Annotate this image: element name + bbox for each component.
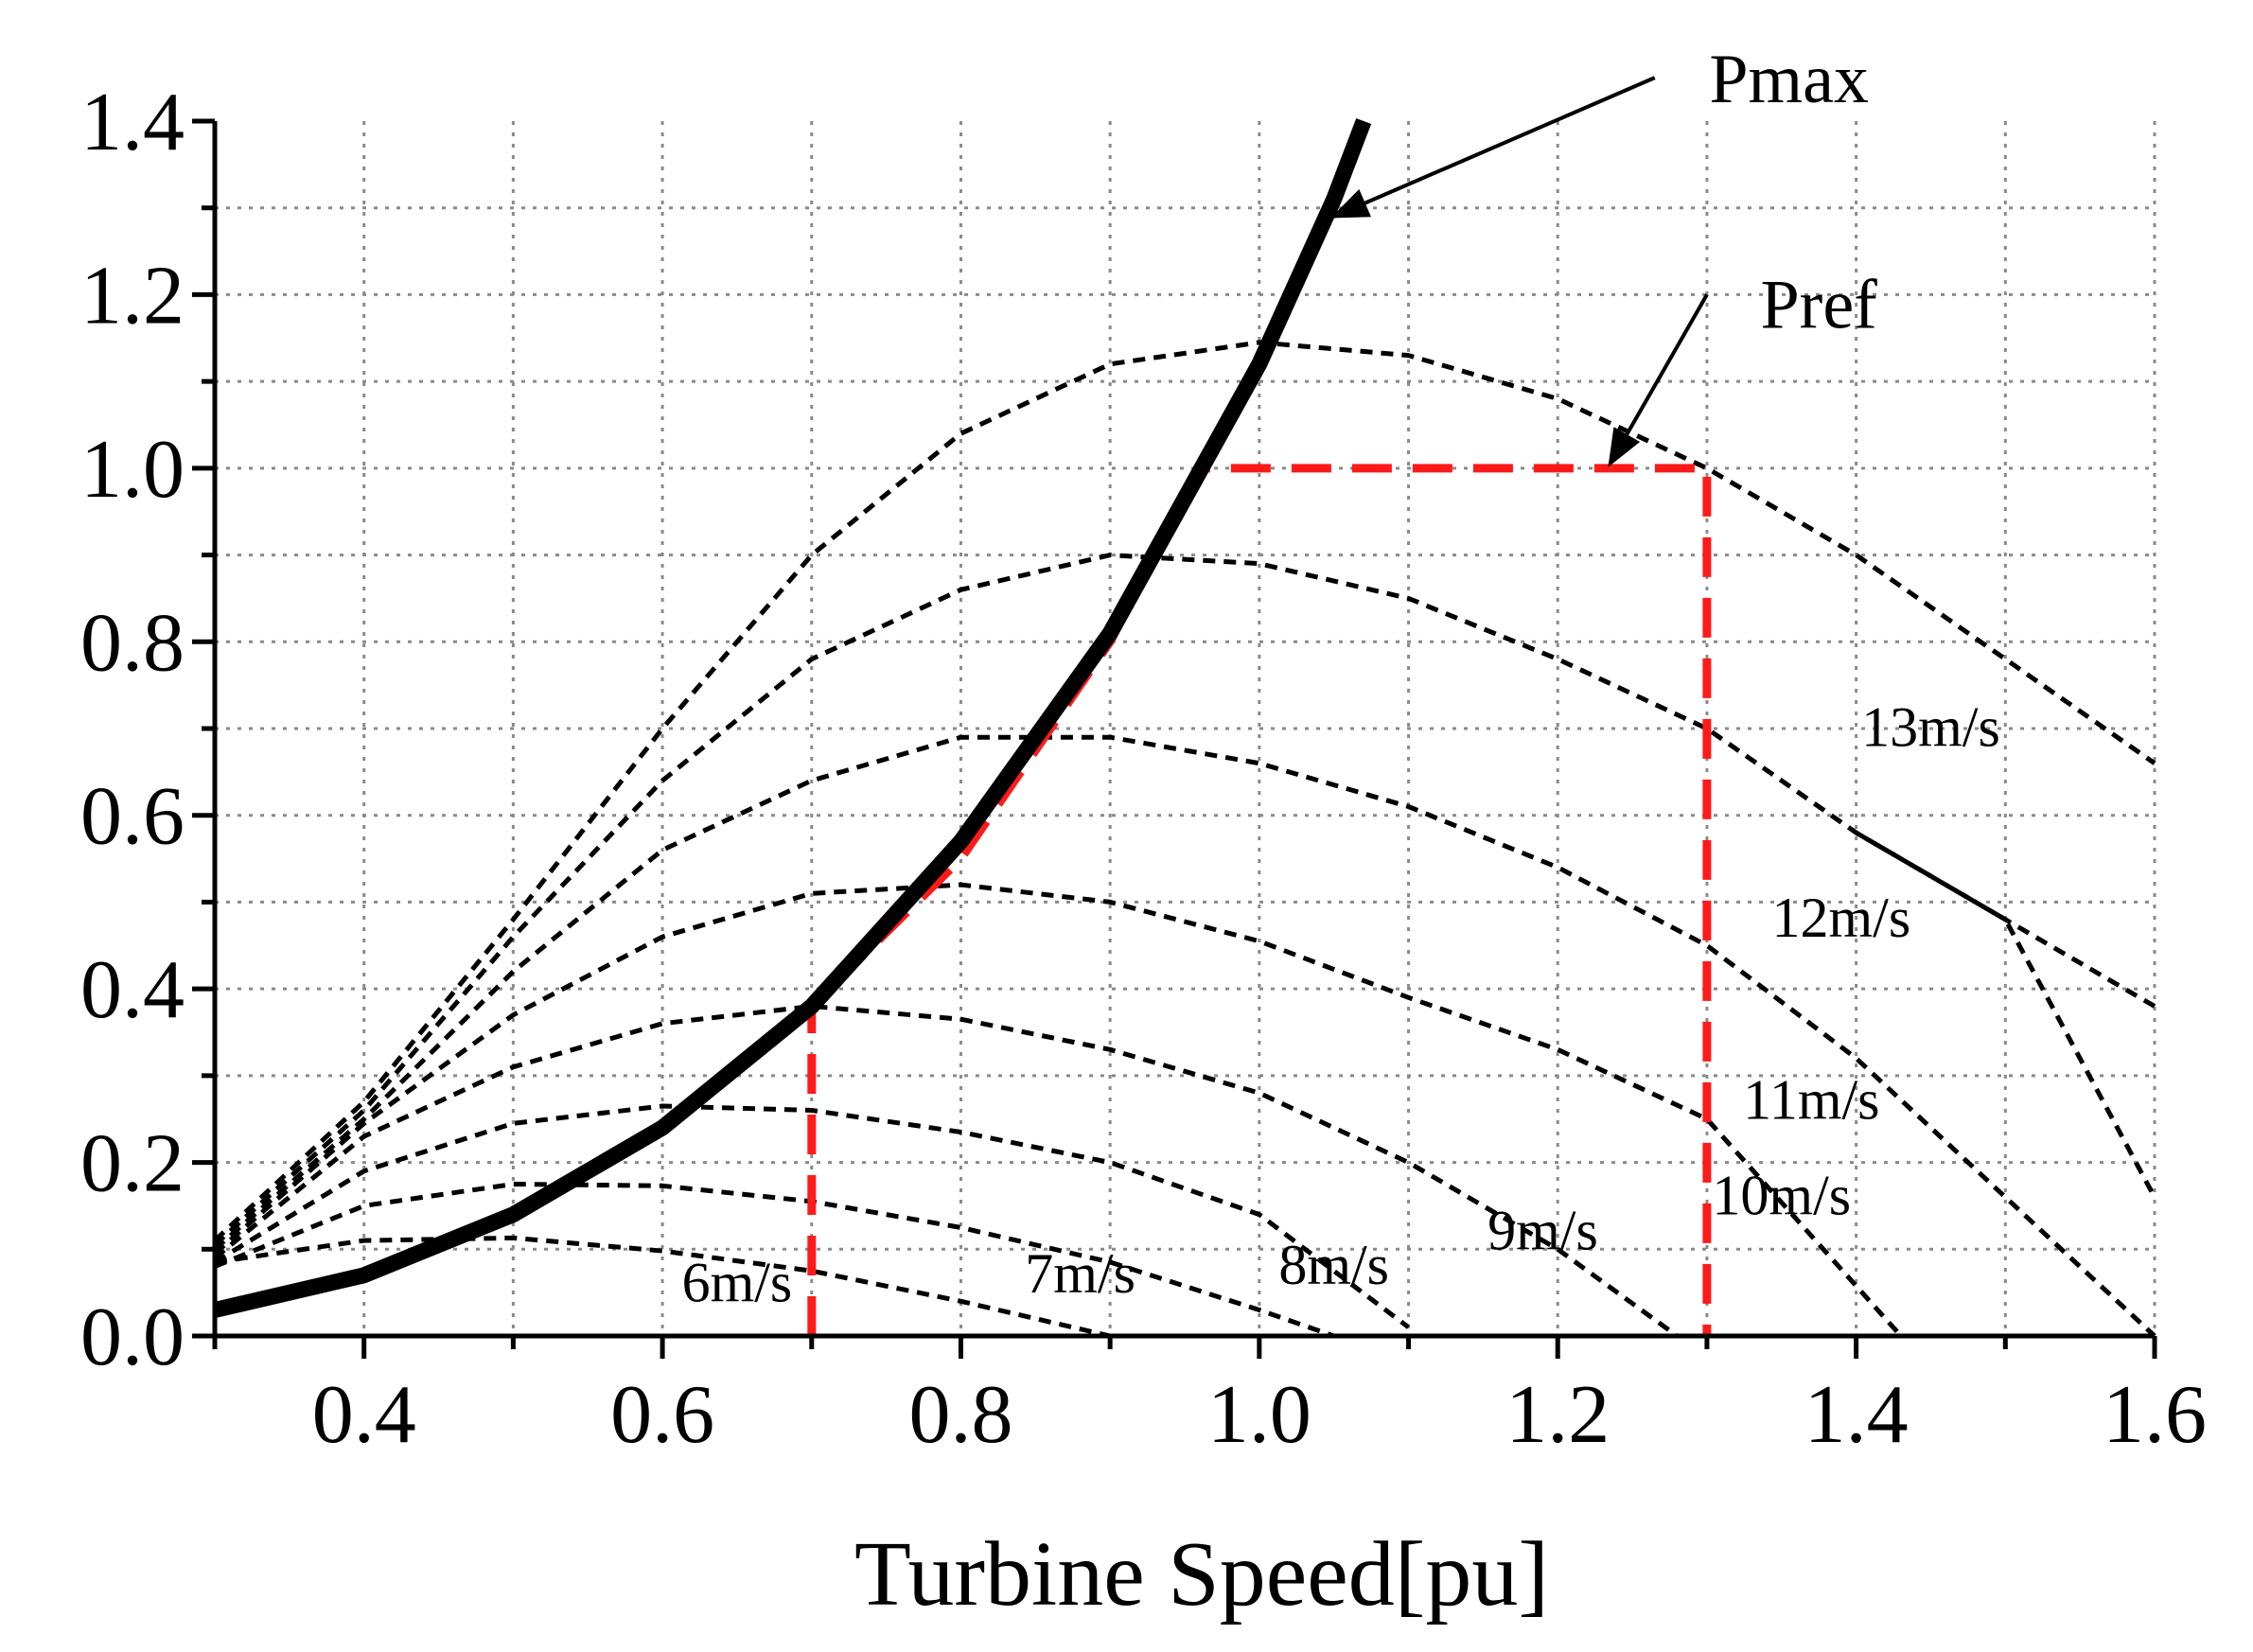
x-tick-label: 0.8 (908, 1369, 1012, 1461)
curve-label: 6m/s (682, 1251, 793, 1313)
wind-curve-9m-s (213, 1004, 1679, 1339)
x-tick-label: 1.4 (1804, 1369, 1909, 1461)
x-axis-title: Turbine Speed[pu] (854, 1523, 1549, 1626)
pmax-line-group (213, 117, 1372, 1318)
curve-label: 10m/s (1712, 1165, 1851, 1227)
wind-curve-6m-s (214, 1235, 1111, 1339)
curve-label: 13m/s (1861, 695, 2000, 758)
pmax-line (213, 117, 1372, 1318)
wind-curve-12m-s-tail (1855, 830, 2156, 1009)
x-tick-label: 0.6 (610, 1369, 714, 1461)
x-tick-label: 0.4 (312, 1369, 416, 1461)
wind-curve-13m-s (213, 340, 2156, 1242)
curve-label: 7m/s (1025, 1242, 1135, 1305)
y-tick-label: 1.2 (80, 250, 185, 342)
wind-curve-8m-s (213, 1103, 1411, 1329)
wind-curve-12m-s (213, 553, 2157, 1247)
curve-label: 8m/s (1278, 1234, 1389, 1296)
x-tick-label: 1.2 (1505, 1369, 1610, 1461)
annotation-arrow (1330, 76, 1656, 219)
annotation-arrow (1608, 293, 1709, 467)
y-tick-label: 0.8 (80, 597, 185, 689)
y-tick-label: 0.6 (80, 771, 185, 863)
annotations: Pmax Pref (1330, 41, 1878, 467)
y-tick-label: 0.2 (80, 1118, 185, 1210)
annotation-label: Pmax (1709, 41, 1869, 118)
y-tick-label: 1.4 (80, 77, 185, 168)
x-tick-label: 1.0 (1207, 1369, 1311, 1461)
x-tick-label: 1.6 (2103, 1369, 2207, 1461)
axes (192, 118, 2157, 1359)
curve-label: 9m/s (1487, 1199, 1598, 1261)
curve-label: 11m/s (1743, 1069, 1879, 1132)
curve-label: 12m/s (1771, 887, 1910, 949)
y-tick-label: 1.0 (80, 424, 185, 516)
labels: 0.0 0.2 0.4 0.6 0.8 1.0 1.2 1.4 0.4 0.6 0.8 1.0 1.2 1… (80, 77, 2207, 1461)
wind-curve-10m-s (213, 882, 1903, 1338)
y-tick-label: 0.0 (80, 1292, 185, 1383)
annotation-label: Pref (1761, 267, 1878, 344)
wind-curve-11m-s (213, 734, 2156, 1338)
y-tick-label: 0.4 (80, 944, 185, 1036)
